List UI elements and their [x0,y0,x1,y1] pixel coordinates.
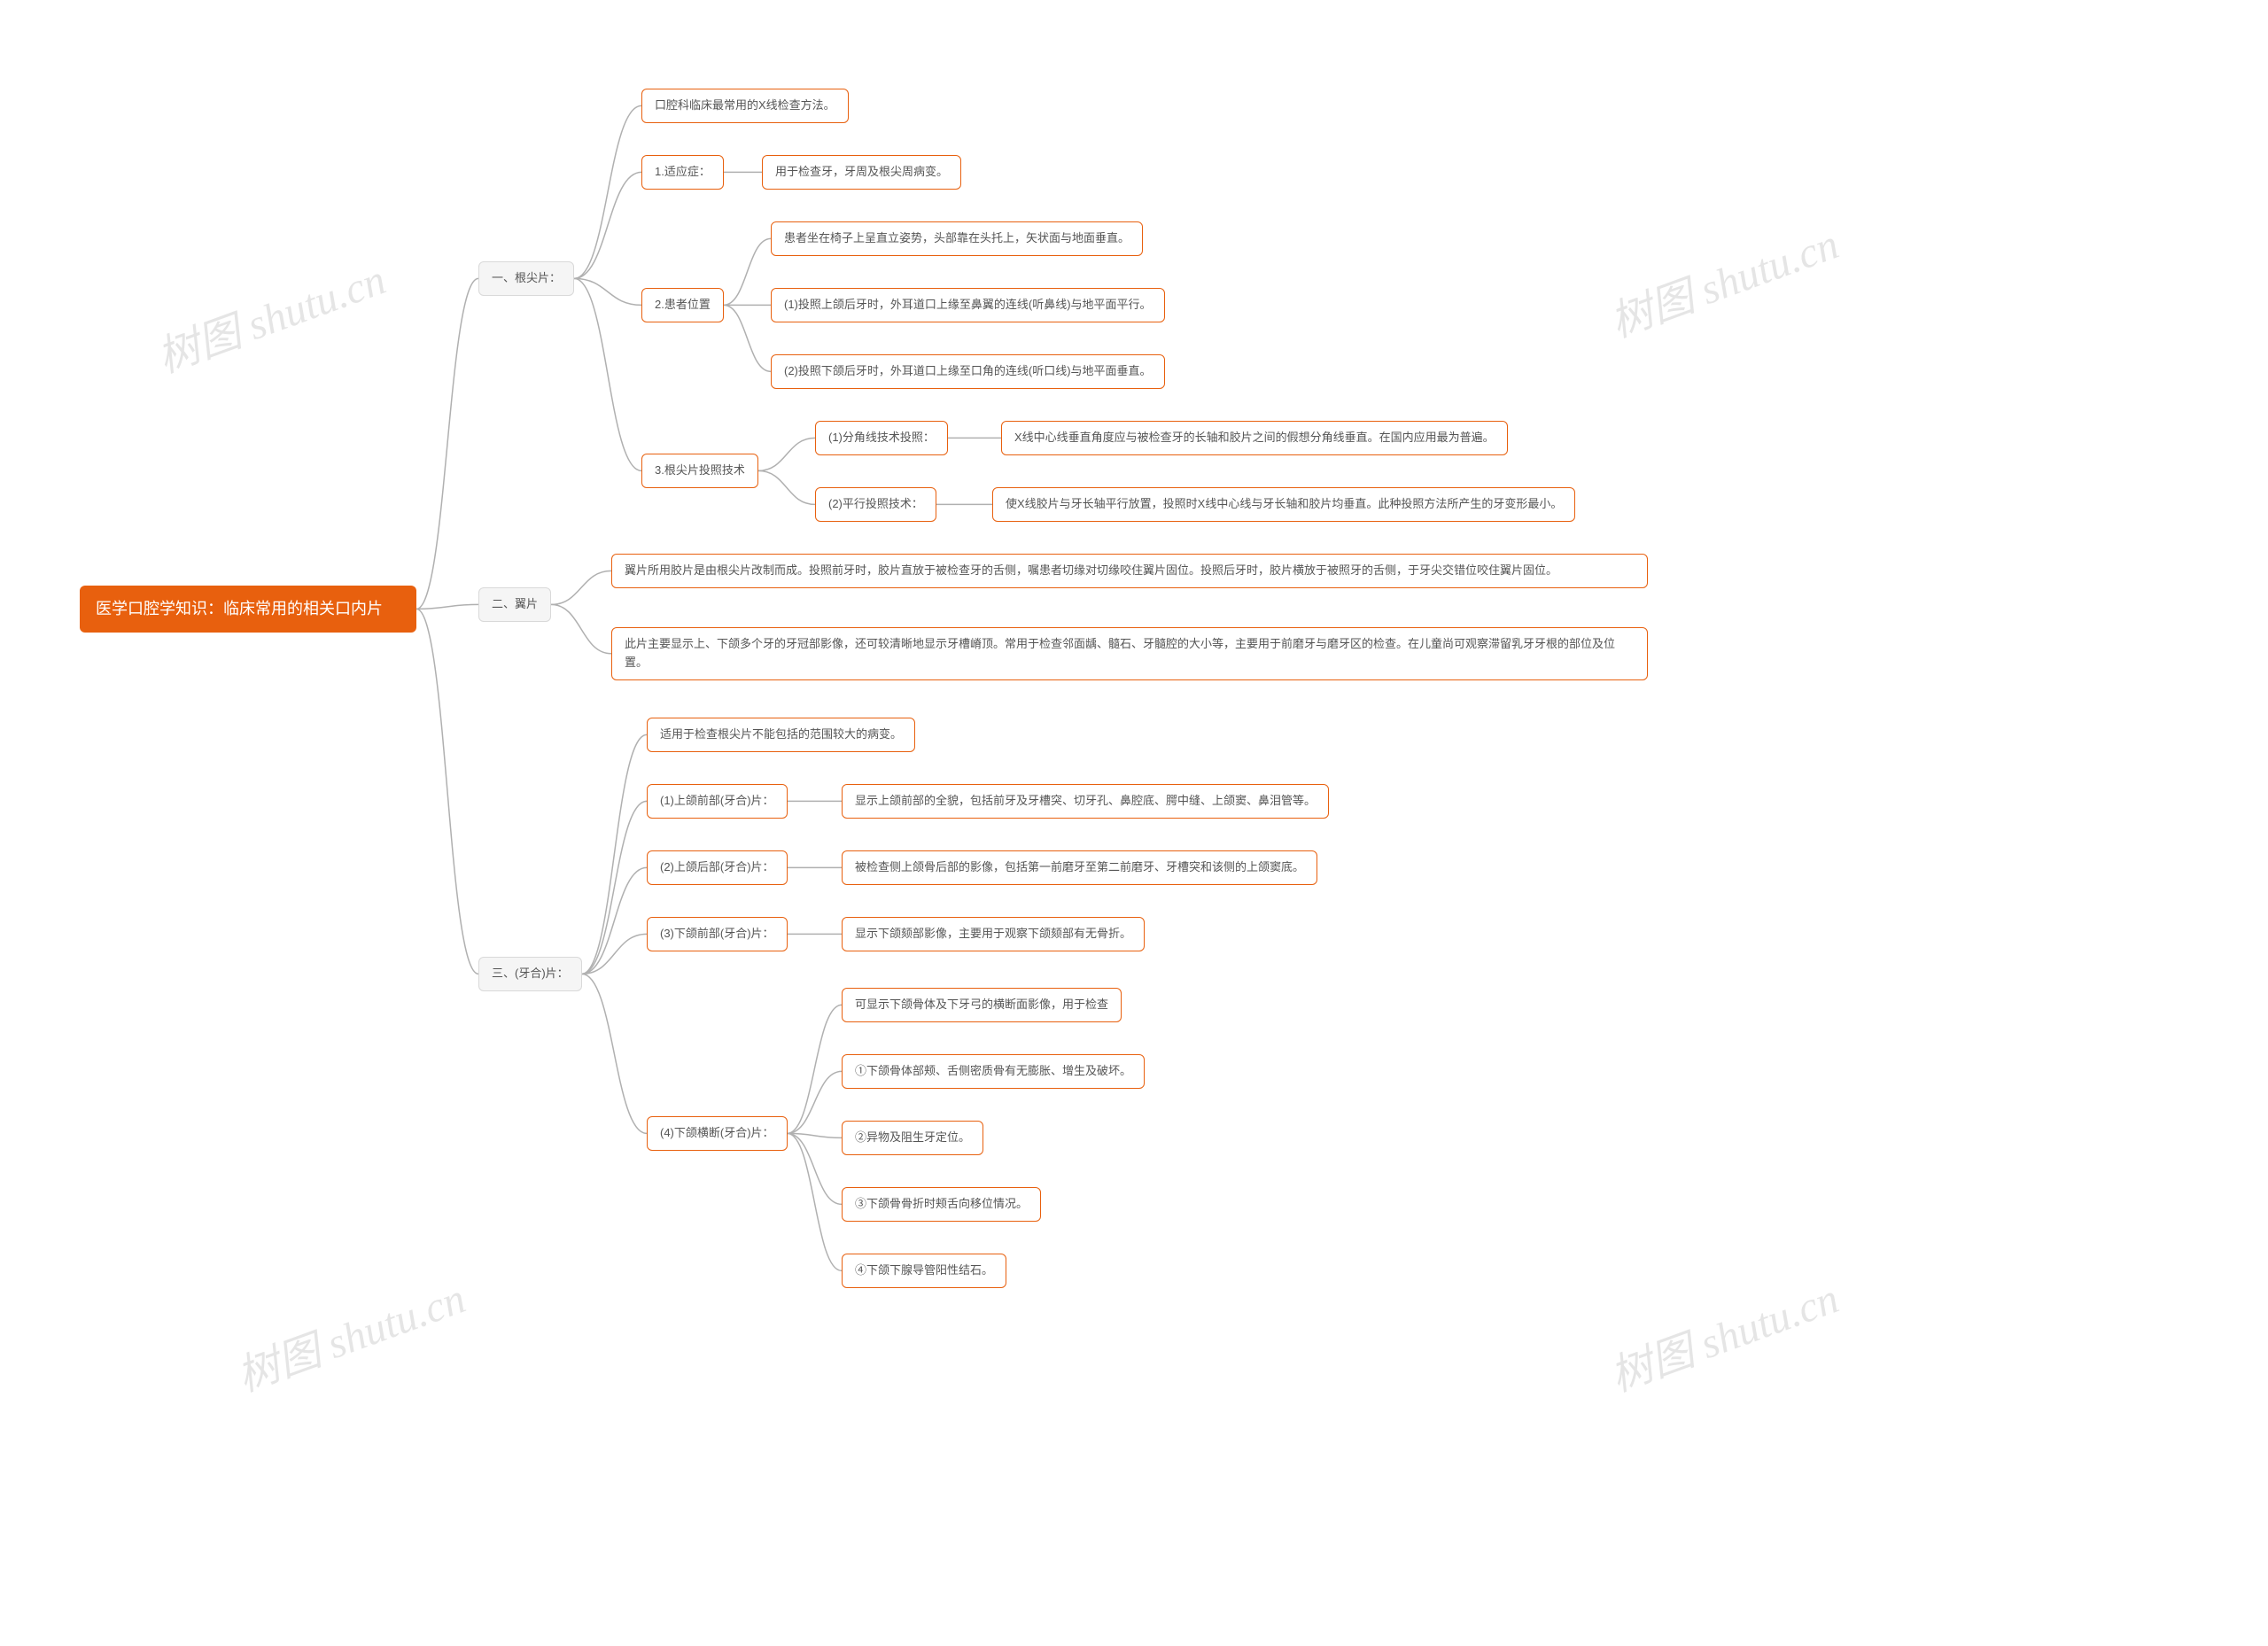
node-1-2b[interactable]: (1)投照上颌后牙时，外耳道口上缘至鼻翼的连线(听鼻线)与地平面平行。 [771,288,1165,322]
node-1-1a[interactable]: 用于检查牙，牙周及根尖周病变。 [762,155,961,190]
watermark: 树图 shutu.cn [1600,209,1845,349]
root-node[interactable]: 医学口腔学知识：临床常用的相关口内片 [80,586,416,633]
node-3-4d[interactable]: ③下颌骨骨折时颊舌向移位情况。 [842,1187,1041,1222]
branch-3[interactable]: 三、(牙合)片： [478,957,582,991]
mindmap-container: 医学口腔学知识：临床常用的相关口内片 一、根尖片： 二、翼片 三、(牙合)片： … [27,35,2241,1575]
node-3-4[interactable]: (4)下颌横断(牙合)片： [647,1116,788,1151]
node-3-3[interactable]: (3)下颌前部(牙合)片： [647,917,788,951]
node-1-2[interactable]: 2.患者位置 [641,288,724,322]
node-3-intro[interactable]: 适用于检查根尖片不能包括的范围较大的病变。 [647,718,915,752]
node-1-3a1[interactable]: X线中心线垂直角度应与被检查牙的长轴和胶片之间的假想分角线垂直。在国内应用最为普… [1001,421,1508,455]
node-1-3b[interactable]: (2)平行投照技术： [815,487,936,522]
connector-layer [27,35,2268,1646]
node-3-2a[interactable]: 被检查侧上颌骨后部的影像，包括第一前磨牙至第二前磨牙、牙槽突和该侧的上颌窦底。 [842,850,1317,885]
node-3-1a[interactable]: 显示上颌前部的全貌，包括前牙及牙槽突、切牙孔、鼻腔底、腭中缝、上颌窦、鼻泪管等。 [842,784,1329,819]
node-1-1[interactable]: 1.适应症： [641,155,724,190]
node-2-b[interactable]: 此片主要显示上、下颌多个牙的牙冠部影像，还可较清晰地显示牙槽嵴顶。常用于检查邻面… [611,627,1648,680]
watermark: 树图 shutu.cn [147,245,392,384]
node-3-3a[interactable]: 显示下颌颏部影像，主要用于观察下颌颏部有无骨折。 [842,917,1145,951]
node-1-3a[interactable]: (1)分角线技术投照： [815,421,948,455]
node-1-2c[interactable]: (2)投照下颌后牙时，外耳道口上缘至口角的连线(听口线)与地平面垂直。 [771,354,1165,389]
node-1-3b1[interactable]: 使X线胶片与牙长轴平行放置，投照时X线中心线与牙长轴和胶片均垂直。此种投照方法所… [992,487,1575,522]
node-3-4b[interactable]: ①下颌骨体部颊、舌侧密质骨有无膨胀、增生及破坏。 [842,1054,1145,1089]
node-2-a[interactable]: 翼片所用胶片是由根尖片改制而成。投照前牙时，胶片直放于被检查牙的舌侧，嘱患者切缘… [611,554,1648,588]
node-3-2[interactable]: (2)上颌后部(牙合)片： [647,850,788,885]
node-3-4e[interactable]: ④下颌下腺导管阳性结石。 [842,1254,1006,1288]
node-1-3[interactable]: 3.根尖片投照技术 [641,454,758,488]
watermark: 树图 shutu.cn [227,1263,472,1403]
branch-2[interactable]: 二、翼片 [478,587,551,622]
node-3-1[interactable]: (1)上颌前部(牙合)片： [647,784,788,819]
watermark: 树图 shutu.cn [1600,1263,1845,1403]
node-1-intro[interactable]: 口腔科临床最常用的X线检查方法。 [641,89,849,123]
branch-1[interactable]: 一、根尖片： [478,261,574,296]
node-3-4a[interactable]: 可显示下颌骨体及下牙弓的横断面影像，用于检查 [842,988,1122,1022]
node-3-4c[interactable]: ②异物及阻生牙定位。 [842,1121,983,1155]
node-1-2a[interactable]: 患者坐在椅子上呈直立姿势，头部靠在头托上，矢状面与地面垂直。 [771,221,1143,256]
